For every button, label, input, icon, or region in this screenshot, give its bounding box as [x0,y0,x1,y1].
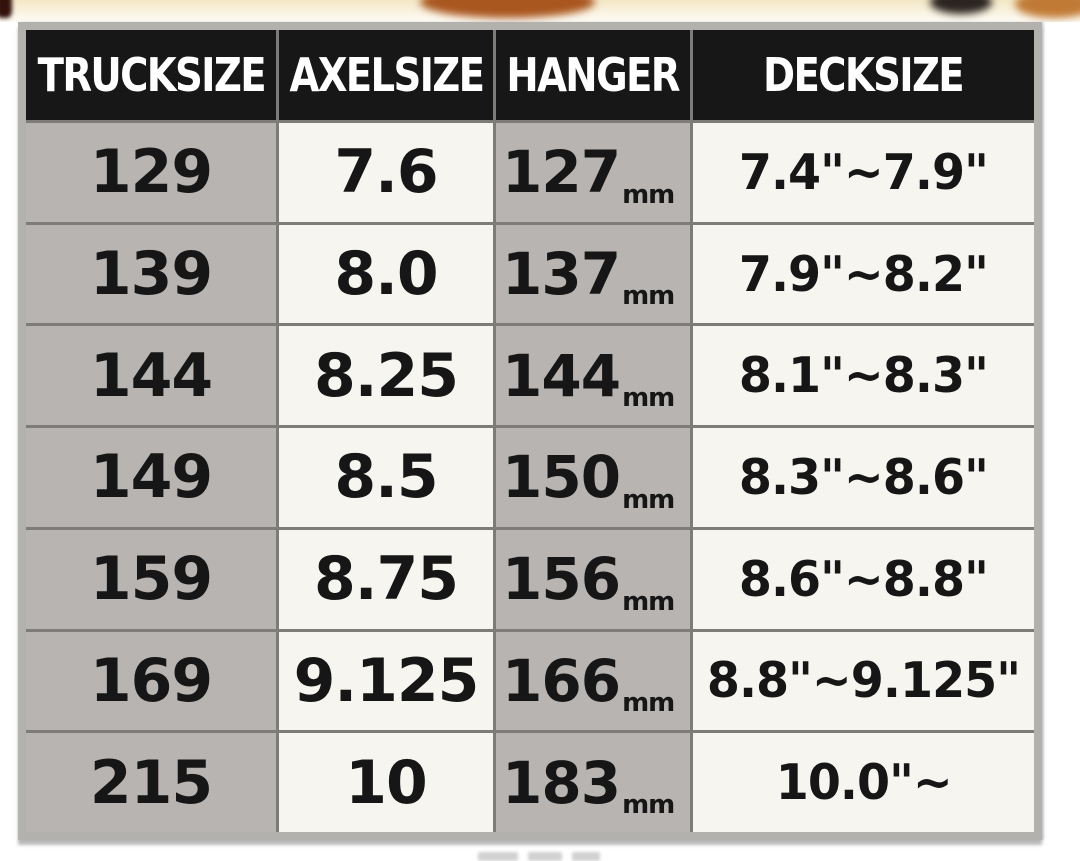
photo-orange-fragment-mid [420,0,595,18]
photo-dark-fragment-right [930,0,992,14]
hanger-cell: 166 mm [496,631,690,731]
axelsize-cell: 8.75 [279,529,493,629]
hanger-value: 137 [502,240,621,309]
axelsize-cell: 8.0 [279,224,493,324]
hanger-value: 150 [502,443,621,512]
hanger-cell: 156 mm [496,529,690,629]
hanger-value: 144 [502,341,621,410]
decksize-value: 8.8"~9.125" [706,652,1021,710]
decksize-cell: 8.1"~8.3" [693,326,1034,426]
trucksize-value: 144 [89,340,213,411]
axelsize-cell: 7.6 [279,123,493,222]
trucksize-cell: 139 [26,224,276,324]
decksize-cell: 7.9"~8.2" [693,224,1034,324]
header-axelsize: AXELSIZE [279,30,493,120]
hanger-cell: 144 mm [496,326,690,426]
hanger-value: 166 [502,646,621,715]
mm-unit-label: mm [622,179,675,210]
photo-dark-fragment-left [0,0,12,18]
decksize-value: 8.6"~8.8" [738,550,989,608]
axelsize-cell: 10 [279,733,493,832]
header-axelsize-label: AXELSIZE [289,48,485,102]
decksize-cell: 8.3"~8.6" [693,428,1034,527]
header-trucksize: TRUCKSIZE [26,30,276,120]
hanger-value: 183 [502,748,621,817]
axelsize-value: 8.0 [334,239,438,310]
hanger-cell: 183 mm [496,733,690,832]
mm-unit-label: mm [622,688,675,719]
decksize-value: 8.1"~8.3" [738,347,989,405]
trucksize-cell: 159 [26,529,276,629]
trucksize-cell: 169 [26,631,276,731]
header-decksize: DECKSIZE [693,30,1034,120]
trucksize-cell: 144 [26,326,276,426]
axelsize-value: 8.5 [334,442,438,513]
decksize-value: 7.9"~8.2" [738,245,989,303]
hanger-value: 156 [502,545,621,614]
trucksize-value: 129 [89,137,213,208]
hanger-cell: 137 mm [496,224,690,324]
size-table: TRUCKSIZE AXELSIZE HANGER DECKSIZE 129 7… [26,30,1034,832]
trucksize-value: 169 [89,645,213,716]
axelsize-cell: 9.125 [279,631,493,731]
size-table-frame: TRUCKSIZE AXELSIZE HANGER DECKSIZE 129 7… [18,22,1042,840]
decksize-value: 10.0"~ [775,754,952,812]
trucksize-value: 139 [89,239,213,310]
header-hanger: HANGER [496,30,690,120]
mm-unit-label: mm [622,281,675,312]
mm-unit-label: mm [622,484,675,515]
axelsize-value: 10 [345,747,427,818]
trucksize-cell: 149 [26,428,276,527]
decksize-cell: 7.4"~7.9" [693,123,1034,222]
decksize-cell: 10.0"~ [693,733,1034,832]
mm-unit-label: mm [622,790,675,820]
decksize-value: 8.3"~8.6" [738,448,989,506]
decksize-cell: 8.6"~8.8" [693,529,1034,629]
hanger-cell: 127 mm [496,123,690,222]
watermark-fragment [478,852,638,861]
mm-unit-label: mm [622,586,675,617]
axelsize-value: 8.75 [313,544,459,615]
hanger-cell: 150 mm [496,428,690,527]
axelsize-cell: 8.25 [279,326,493,426]
axelsize-value: 8.25 [313,340,459,411]
cropped-photo-strip [0,0,1080,22]
trucksize-value: 149 [89,442,213,513]
axelsize-cell: 8.5 [279,428,493,527]
trucksize-value: 159 [89,544,213,615]
trucksize-cell: 129 [26,123,276,222]
decksize-value: 7.4"~7.9" [738,143,989,201]
axelsize-value: 9.125 [293,645,480,716]
trucksize-value: 215 [89,747,213,818]
header-decksize-label: DECKSIZE [763,48,966,102]
mm-unit-label: mm [622,383,675,414]
header-trucksize-label: TRUCKSIZE [37,48,266,102]
decksize-cell: 8.8"~9.125" [693,631,1034,731]
photo-orange-fragment-edge [1015,0,1080,18]
axelsize-value: 7.6 [334,137,438,208]
hanger-value: 127 [502,138,621,207]
trucksize-cell: 215 [26,733,276,832]
header-hanger-label: HANGER [506,48,681,102]
